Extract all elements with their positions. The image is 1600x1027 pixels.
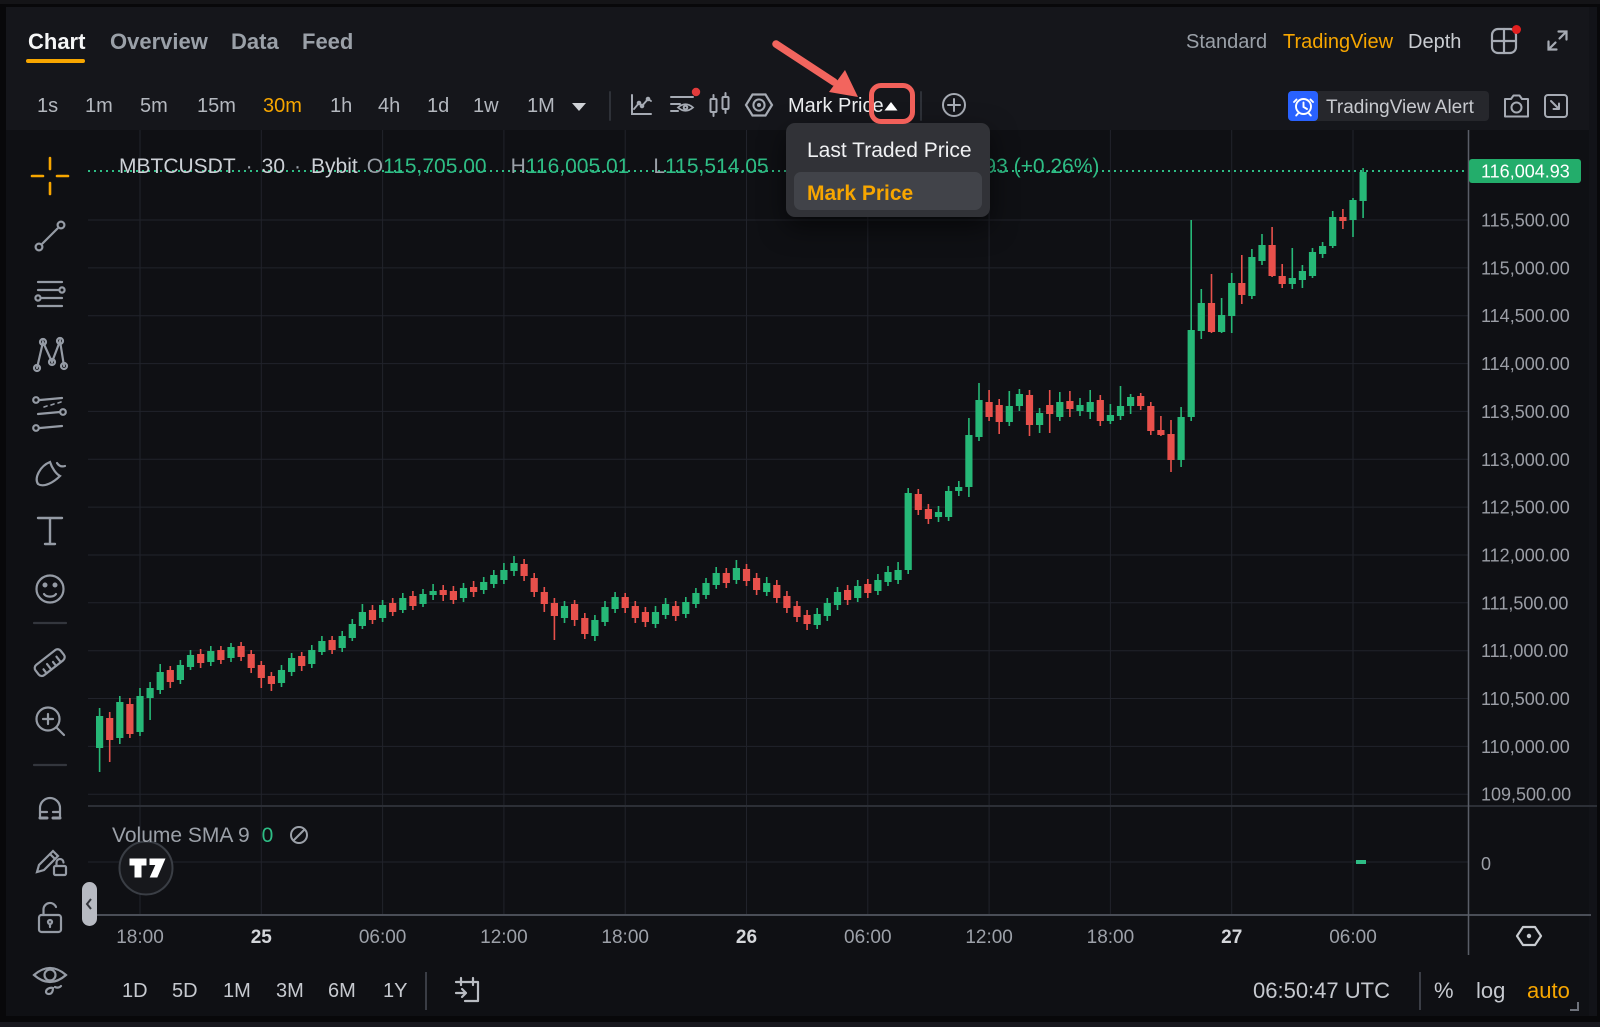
svg-text:06:00: 06:00 [844,927,892,948]
svg-text:18:00: 18:00 [601,927,649,948]
svg-text:12:00: 12:00 [480,927,528,948]
svg-text:116,004.93: 116,004.93 [1481,162,1570,182]
svg-text:112,000.00: 112,000.00 [1481,546,1570,566]
svg-text:27: 27 [1221,927,1242,948]
svg-text:18:00: 18:00 [1087,927,1135,948]
svg-text:115,000.00: 115,000.00 [1481,258,1570,278]
svg-text:113,000.00: 113,000.00 [1481,450,1570,470]
svg-text:114,000.00: 114,000.00 [1481,354,1570,374]
svg-text:109,500.00: 109,500.00 [1481,785,1571,805]
svg-text:0: 0 [1481,854,1491,874]
svg-text:26: 26 [736,927,757,948]
svg-text:06:00: 06:00 [1329,927,1377,948]
svg-text:12:00: 12:00 [965,927,1013,948]
svg-text:111,500.00: 111,500.00 [1481,593,1568,613]
svg-text:114,500.00: 114,500.00 [1481,306,1570,326]
svg-text:110,000.00: 110,000.00 [1481,737,1570,757]
svg-text:06:00: 06:00 [359,927,407,948]
svg-text:112,500.00: 112,500.00 [1481,498,1570,518]
svg-text:18:00: 18:00 [116,927,164,948]
svg-text:111,000.00: 111,000.00 [1481,641,1568,661]
svg-text:115,500.00: 115,500.00 [1481,211,1570,231]
svg-text:25: 25 [251,927,273,948]
svg-text:110,500.00: 110,500.00 [1481,689,1570,709]
svg-text:113,500.00: 113,500.00 [1481,402,1570,422]
